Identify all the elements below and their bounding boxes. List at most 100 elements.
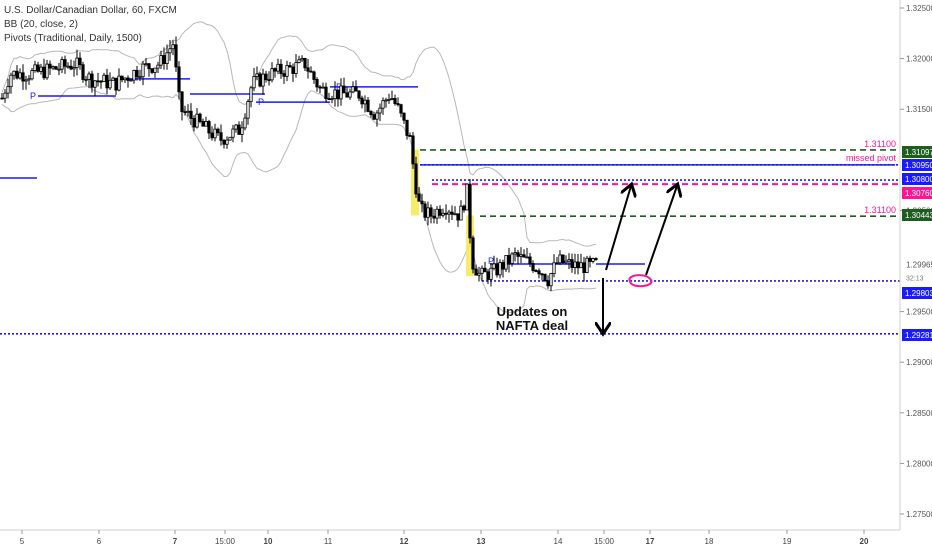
candle-body [114, 77, 118, 91]
candle-body [144, 63, 148, 66]
candle [522, 249, 526, 258]
candle-body [462, 205, 466, 211]
candle-body [543, 273, 547, 282]
time-tick-label: 20 [860, 537, 869, 546]
candle-body [255, 73, 259, 77]
time-axis[interactable]: 5 6 7 15:00 10 11 12 13 14 15:00 17 18 19 20 [0, 529, 900, 546]
candle [42, 58, 46, 80]
candle [387, 93, 391, 104]
candle-body [225, 139, 229, 145]
candle-body [180, 91, 184, 113]
candle-body [246, 101, 250, 119]
candle-body [57, 68, 61, 71]
candle [420, 193, 424, 213]
arrow-up [605, 186, 631, 271]
candle [264, 70, 268, 83]
candle [378, 103, 382, 122]
candle [66, 62, 70, 69]
time-tick-label: 14 [554, 537, 563, 546]
candle-body [420, 200, 424, 205]
candle [99, 80, 103, 89]
candle-body [510, 253, 514, 264]
candle-body [453, 213, 457, 216]
candle-body [426, 207, 430, 218]
highlight-box [466, 215, 474, 277]
candle [231, 124, 235, 143]
price-tag-label: 1.29281 [905, 331, 932, 340]
candle-body [555, 262, 559, 265]
pivots-legend[interactable]: Pivots (Traditional, Daily, 1500) [4, 33, 142, 44]
candle [444, 204, 448, 220]
candle-body [42, 66, 46, 79]
candle [273, 67, 277, 78]
candle-body [117, 75, 121, 91]
candle-body [165, 52, 169, 64]
candle [594, 257, 598, 261]
candle [537, 268, 541, 279]
candle-body [102, 74, 106, 82]
candle-body [285, 65, 289, 77]
price-tick-label: 1.32000 [906, 55, 932, 64]
candle [171, 40, 175, 56]
bollinger-legend[interactable]: BB (20, close, 2) [4, 19, 78, 30]
candle [396, 97, 400, 107]
candle-body [99, 80, 103, 83]
candle-body [477, 272, 481, 276]
price-tick-label: 1.27500 [906, 510, 932, 519]
candle [525, 247, 529, 259]
candle [570, 253, 574, 273]
candle-body [36, 64, 40, 72]
candle [429, 204, 433, 224]
chart-legend: U.S. Dollar/Canadian Dollar, 60, FXCM BB… [4, 4, 177, 46]
candle-body [357, 90, 361, 99]
candle [342, 77, 346, 94]
candle [309, 66, 313, 73]
candle [261, 68, 265, 95]
candle-body [366, 99, 370, 112]
candle [63, 55, 67, 74]
candle-body [516, 252, 520, 257]
candle [240, 121, 244, 143]
candle-body [45, 63, 49, 79]
annotation-text: Updates on [497, 304, 568, 319]
price-tick-label: 1.32500 [906, 4, 932, 13]
candle [390, 90, 394, 101]
pivot-marker-label: P [488, 256, 494, 266]
candle [480, 265, 484, 282]
candle [39, 63, 43, 75]
candle [468, 178, 472, 244]
candle-body [234, 124, 238, 130]
candle [132, 69, 136, 84]
candle-body [273, 68, 277, 72]
candle [252, 67, 256, 92]
candle-body [183, 111, 187, 114]
candle-body [105, 74, 109, 89]
candle [495, 257, 499, 278]
candle [519, 247, 523, 264]
candle [312, 70, 316, 84]
candle-body [591, 258, 595, 262]
candle [45, 59, 49, 80]
candle-body [579, 262, 583, 269]
candle-body [15, 70, 19, 79]
candle-body [594, 258, 598, 261]
candle-body [399, 104, 403, 114]
candle-body [291, 66, 295, 74]
candle-body [459, 205, 463, 221]
price-tag-label: 1.30950 [905, 161, 932, 170]
candle-body [63, 59, 67, 67]
candle [126, 75, 130, 88]
candle [459, 200, 463, 221]
candle [162, 47, 166, 70]
candle [216, 127, 220, 136]
candle-body [132, 69, 136, 81]
candle-body [303, 57, 307, 69]
candle [417, 186, 421, 202]
candle-body [561, 254, 565, 264]
candle-body [582, 262, 586, 274]
symbol-title[interactable]: U.S. Dollar/Canadian Dollar, 60, FXCM [4, 5, 177, 16]
candle [564, 255, 568, 265]
candle-body [402, 112, 406, 121]
candle [201, 118, 205, 127]
